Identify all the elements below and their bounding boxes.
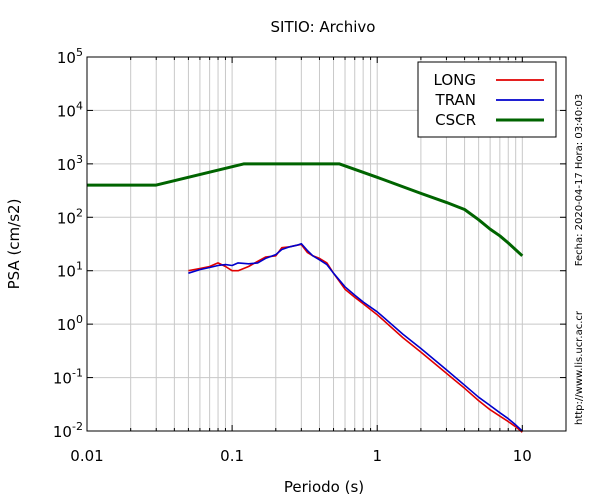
y-tick-exponent: 3	[76, 153, 83, 166]
y-tick-label: 10-2	[53, 420, 83, 441]
series-line-cscr	[87, 162, 524, 257]
y-tick-exponent: -1	[72, 367, 83, 380]
y-axis-label: PSA (cm/s2)	[5, 199, 23, 290]
y-tick-base: 10	[53, 423, 72, 441]
y-tick-label: 10-1	[53, 367, 83, 388]
y-tick-exponent: 2	[76, 206, 83, 219]
y-tick-exponent: 4	[76, 99, 83, 112]
y-tick-base: 10	[57, 49, 76, 67]
chart-title: SITIO: Archivo	[271, 18, 376, 36]
y-tick-label: 103	[57, 153, 83, 174]
y-tick-exponent: 5	[76, 46, 83, 59]
legend-label-long: LONG	[434, 71, 476, 89]
y-tick-exponent: 1	[76, 260, 83, 273]
y-tick-label: 100	[57, 313, 83, 334]
axis-ticks	[87, 56, 566, 432]
legend-label-tran: TRAN	[435, 91, 476, 109]
series-line-long	[188, 243, 523, 433]
x-tick-label: 0.1	[220, 447, 244, 465]
y-tick-label: 104	[57, 99, 83, 120]
y-tick-label: 101	[57, 260, 83, 281]
y-tick-base: 10	[57, 316, 76, 334]
x-tick-labels: 0.01 0.1 1 10	[70, 447, 532, 465]
legend-label-cscr: CSCR	[435, 111, 476, 129]
y-tick-base: 10	[57, 209, 76, 227]
y-tick-base: 10	[57, 263, 76, 281]
date-annotation: Fecha: 2020-04-17 Hora: 03:40:03	[574, 94, 585, 267]
y-tick-exponent: 0	[76, 313, 83, 326]
y-tick-base: 10	[57, 156, 76, 174]
y-tick-base: 10	[53, 370, 72, 388]
y-tick-base: 10	[57, 102, 76, 120]
series-line-tran	[188, 242, 523, 432]
x-tick-label: 10	[513, 447, 532, 465]
y-tick-exponent: -2	[72, 420, 83, 433]
x-tick-label: 1	[372, 447, 382, 465]
series-lines	[87, 162, 524, 433]
x-tick-label: 0.01	[70, 447, 103, 465]
x-axis-label: Periodo (s)	[284, 478, 364, 496]
plot-frame	[86, 56, 567, 432]
y-tick-label: 105	[57, 46, 83, 67]
legend: LONG TRAN CSCR	[417, 61, 557, 138]
url-annotation: http://www.lis.ucr.ac.cr	[574, 310, 585, 425]
y-tick-label: 102	[57, 206, 83, 227]
